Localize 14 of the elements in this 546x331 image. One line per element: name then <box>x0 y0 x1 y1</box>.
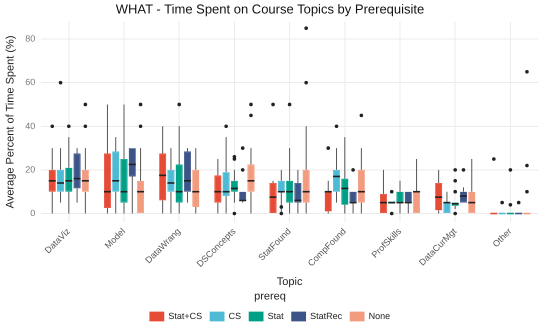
y-tick-label: 60 <box>25 77 36 88</box>
y-tick-label: 20 <box>25 164 36 174</box>
y-axis-title: Average Percent of Time Spent (%) <box>4 36 17 208</box>
y-tick-label: 40 <box>25 120 36 131</box>
y-tick-label: 80 <box>25 34 36 44</box>
legend-label: Stat+CS <box>168 310 202 321</box>
legend-label: CS <box>228 310 242 321</box>
x-axis-title: Topic <box>276 276 303 288</box>
legend-label: Stat <box>268 310 284 321</box>
legend-title: prereq <box>254 290 286 302</box>
y-tick-label: 0 <box>30 208 36 218</box>
legend-label: None <box>368 310 390 321</box>
chart-title: WHAT - Time Spent on Course Topics by Prerequisite <box>116 1 424 16</box>
legend-label: StatRec <box>310 310 343 321</box>
